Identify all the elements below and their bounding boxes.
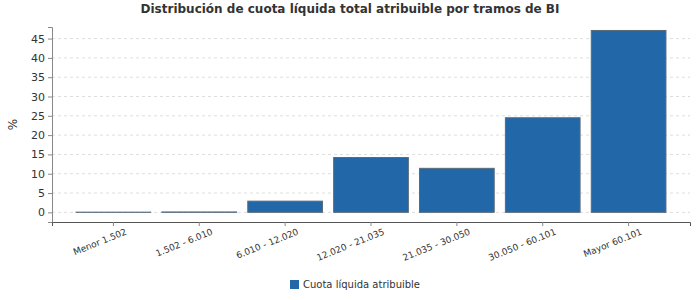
y-axis-line	[48, 28, 53, 223]
x-tick: 1.502 - 6.010	[154, 222, 214, 259]
y-tick-label: 30	[31, 91, 45, 104]
x-tick: Mayor 60.101	[582, 222, 643, 259]
y-tick-mark	[48, 58, 52, 59]
x-tick: Menor 1.502	[72, 222, 128, 257]
y-tick-label: 35	[31, 71, 45, 84]
y-tick: 25	[31, 110, 52, 123]
bar	[248, 201, 323, 212]
y-tick-mark	[48, 116, 52, 117]
x-tick: 30.050 - 60.101	[487, 222, 557, 263]
y-tick: 5	[38, 187, 52, 200]
y-tick-mark	[48, 77, 52, 78]
y-tick-mark	[48, 212, 52, 213]
x-tick-label: Menor 1.502	[72, 227, 128, 258]
y-tick-mark	[48, 174, 52, 175]
x-axis: Menor 1.502 1.502 - 6.010 6.010 - 12.020 12…	[53, 222, 691, 263]
y-tick-label: 40	[31, 52, 45, 65]
bar	[162, 211, 237, 212]
x-tick-mark	[456, 222, 457, 226]
x-axis-line	[53, 223, 691, 227]
y-tick-mark	[48, 39, 52, 40]
title: Distribución de cuota líquida total atri…	[141, 2, 560, 16]
y-tick-label: 10	[31, 168, 45, 181]
chart: Distribución de cuota líquida total atri…	[0, 0, 700, 300]
bar	[76, 212, 151, 213]
x-tick-mark	[628, 222, 629, 226]
bar	[420, 168, 495, 212]
legend-label: Cuota líquida atribuible	[303, 279, 420, 290]
y-tick: 30	[31, 91, 52, 104]
x-tick: 21.035 - 30.050	[401, 222, 472, 263]
bar	[334, 158, 409, 213]
y-tick-label: 45	[31, 33, 45, 46]
y-axis-title: %	[6, 119, 20, 130]
x-tick: 6.010 - 12.020	[235, 222, 300, 261]
bar	[505, 118, 580, 213]
y-tick-label: 0	[38, 206, 45, 219]
y-tick: 0	[38, 206, 52, 219]
y-tick-label: 20	[31, 129, 45, 142]
y-tick: 10	[31, 168, 52, 181]
y-tick-mark	[48, 97, 52, 98]
x-tick-mark	[542, 222, 543, 226]
y-tick-mark	[48, 135, 52, 136]
x-tick-mark	[371, 222, 372, 226]
x-tick-label: Mayor 60.101	[582, 227, 643, 260]
y-axis: 0 5 10 15 20 25 30 35 40 45	[31, 28, 53, 223]
y-tick-mark	[48, 193, 52, 194]
x-tick-label: 12.020 - 21.035	[315, 227, 385, 263]
legend-swatch	[290, 280, 299, 289]
y-tick-label: 15	[31, 148, 45, 161]
x-tick-mark	[199, 222, 200, 226]
x-tick-label: 1.502 - 6.010	[154, 226, 214, 258]
y-tick-label: 5	[38, 187, 45, 200]
y-tick: 45	[31, 33, 52, 46]
bar	[591, 30, 666, 212]
y-tick-mark	[48, 154, 52, 155]
y-tick: 15	[31, 148, 52, 161]
x-tick-label: 6.010 - 12.020	[235, 226, 300, 260]
x-tick-mark	[113, 222, 114, 226]
y-tick: 20	[31, 129, 52, 142]
x-tick: 12.020 - 21.035	[315, 222, 385, 263]
y-tick: 40	[31, 52, 52, 65]
y-tick: 35	[31, 71, 52, 84]
legend: Cuota líquida atribuible	[290, 279, 420, 290]
x-tick-label: 30.050 - 60.101	[487, 227, 557, 263]
x-tick-mark	[285, 222, 286, 226]
y-tick-label: 25	[31, 110, 45, 123]
bars	[76, 30, 666, 212]
x-tick-label: 21.035 - 30.050	[401, 226, 472, 262]
